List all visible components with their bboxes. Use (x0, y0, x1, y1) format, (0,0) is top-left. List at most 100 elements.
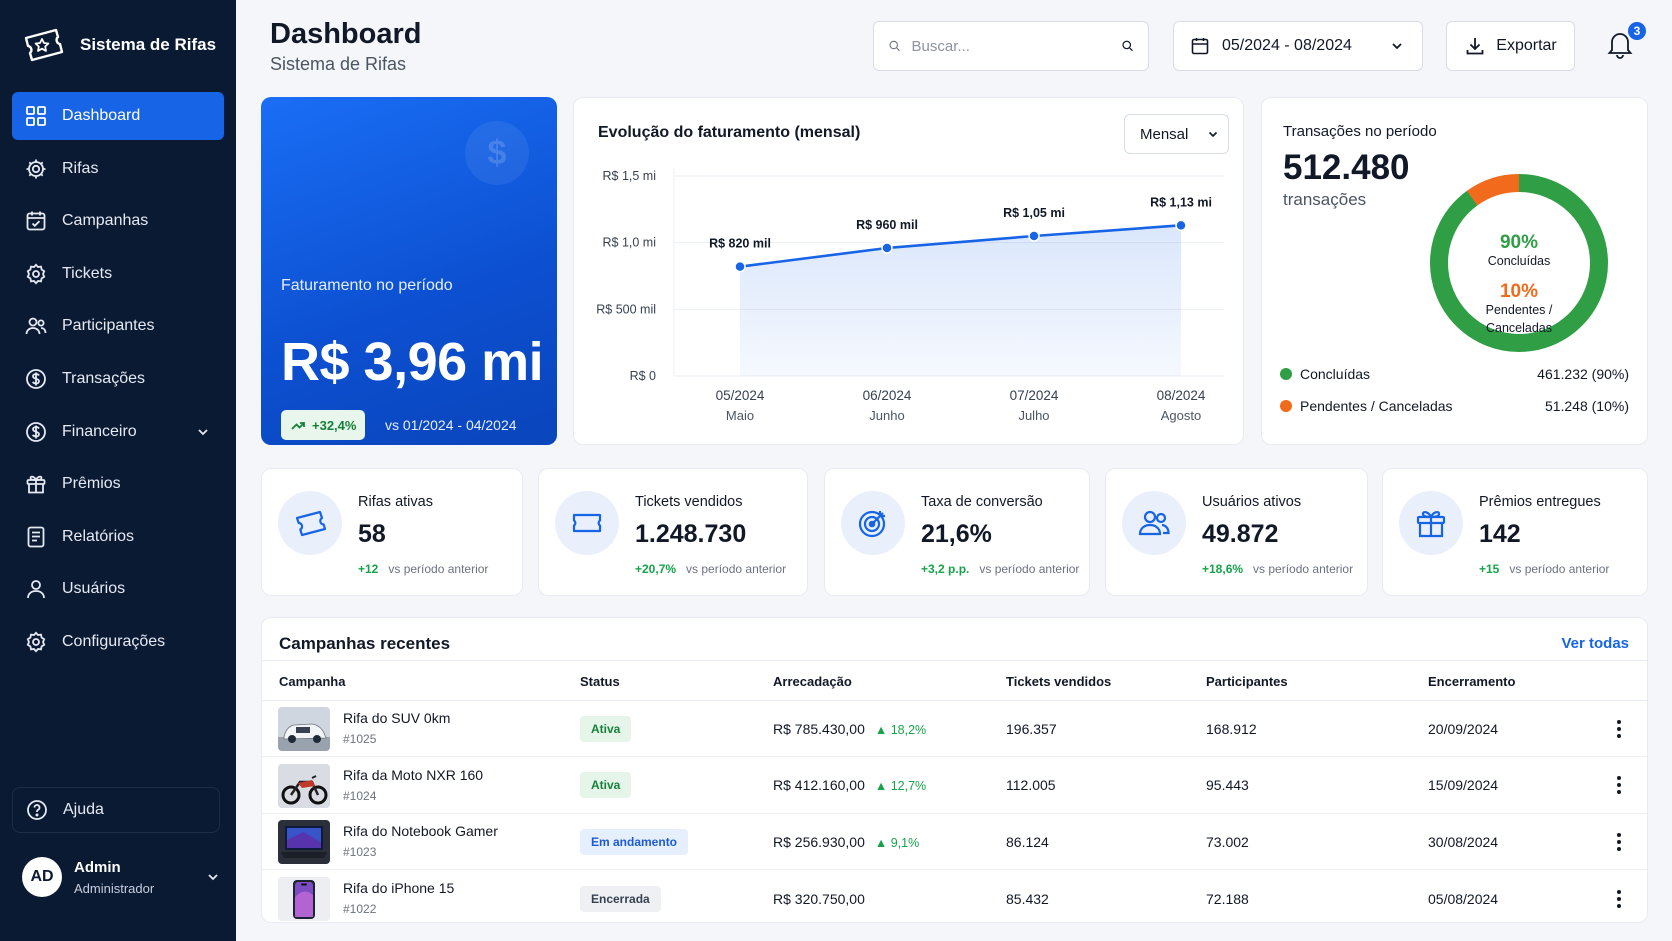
revenue-chart: R$ 0 R$ 500 mil R$ 1,0 mi R$ 1,5 mi R$ 820 m… (596, 168, 1224, 423)
column-header[interactable]: Status (580, 674, 620, 689)
users-icon (25, 317, 47, 335)
table-row[interactable]: Rifa do SUV 0km #1025 Ativa R$ 785.430,00 ▲ … (262, 701, 1647, 757)
sidebar-item-participantes[interactable]: Participantes (12, 302, 224, 350)
search-icon[interactable] (1121, 36, 1135, 56)
document-icon (27, 526, 45, 548)
campaign-name[interactable]: Rifa do SUV 0km (343, 710, 451, 726)
table-row[interactable]: Rifa do Notebook Gamer #1023 Em andamento R… (262, 814, 1647, 870)
series-area (740, 225, 1181, 376)
more-options-icon[interactable] (1610, 718, 1628, 740)
kpi-label: Taxa de conversão (921, 494, 1043, 510)
column-header[interactable]: Campanha (279, 674, 346, 689)
column-header[interactable]: Arrecadação (773, 674, 852, 689)
end-date-cell: 20/09/2024 (1428, 720, 1499, 737)
column-header[interactable]: Participantes (1206, 674, 1288, 689)
transactions-donut-chart: 90% Concluídas 10% Pendentes / Cancelada… (1430, 174, 1608, 352)
legend-label: Concluídas (1300, 366, 1371, 382)
legend-item-completed: Concluídas 461.232 (90%) (1280, 366, 1629, 382)
table-title: Campanhas recentes (279, 634, 451, 653)
y-tick-label: R$ 0 (630, 369, 656, 383)
campaign-name[interactable]: Rifa da Moto NXR 160 (343, 766, 484, 783)
campaign-name[interactable]: Rifa do iPhone 15 (343, 879, 455, 896)
donut-slice-completed (1430, 174, 1608, 352)
user-role: Administrador (74, 880, 155, 896)
kpi-label: Tickets vendidos (635, 494, 743, 510)
brand[interactable]: Sistema de Rifas (20, 26, 216, 64)
campaign-thumbnail (278, 876, 330, 921)
kpi-value: 21,6% (921, 520, 992, 548)
kpi-footer: +12 vs período anterior (358, 562, 488, 576)
y-tick-label: R$ 1,5 mi (603, 169, 657, 183)
sidebar-item-relatorios[interactable]: Relatórios (12, 513, 224, 561)
sidebar-item-usuarios[interactable]: Usuários (12, 565, 224, 613)
x-tick-sublabel: Junho (869, 408, 904, 423)
kpi-icon-wrap (278, 491, 342, 555)
chevron-down-icon[interactable] (194, 423, 212, 441)
more-options-icon[interactable] (1610, 774, 1628, 796)
sidebar-item-dashboard[interactable]: Dashboard (12, 92, 224, 140)
sidebar-item-campanhas[interactable]: Campanhas (12, 197, 224, 245)
kpi-delta: +15 (1479, 562, 1500, 576)
help-button[interactable]: Ajuda (12, 787, 220, 833)
dollar-circle-icon (26, 421, 46, 442)
campaign-name[interactable]: Rifa do Notebook Gamer (343, 823, 498, 839)
transactions-title: Transações no período (1283, 123, 1437, 140)
revenue-chart-card: R$ 0 R$ 500 mil R$ 1,0 mi R$ 1,5 mi R$ 820 m… (573, 97, 1244, 445)
target-icon (858, 510, 886, 538)
status-badge: Encerrada (580, 885, 661, 912)
kpi-value: 142 (1479, 520, 1521, 548)
data-label: R$ 1,05 mi (1003, 206, 1065, 220)
gear-icon (26, 263, 46, 285)
kpi-label: Rifas ativas (358, 494, 433, 510)
column-header[interactable]: Encerramento (1428, 674, 1516, 689)
data-point (881, 242, 893, 254)
kpi-compare: vs período anterior (1509, 562, 1610, 576)
user-name: Admin (74, 858, 121, 876)
legend-dot (1280, 400, 1292, 412)
more-options-icon[interactable] (1610, 888, 1628, 910)
sidebar-item-financeiro[interactable]: Financeiro (12, 408, 224, 456)
more-options-icon[interactable] (1610, 831, 1628, 853)
search-input[interactable] (911, 37, 1111, 55)
user-menu[interactable]: AD Admin Administrador (22, 852, 222, 902)
sidebar-item-tickets[interactable]: Tickets (12, 250, 224, 298)
amount-cell: R$ 412.160,00 ▲ 12,7% (773, 777, 926, 793)
sidebar-item-label: Dashboard (62, 107, 141, 124)
see-all-link[interactable]: Ver todas (1561, 635, 1629, 652)
tickets-cell: 112.005 (1006, 777, 1056, 793)
period-select[interactable]: Mensal (1124, 114, 1229, 154)
export-button[interactable]: Exportar (1446, 21, 1575, 71)
kpi-card-prizes-delivered: Prêmios entregues 142 +15 vs período ant… (1382, 468, 1648, 596)
chevron-down-icon[interactable] (204, 868, 222, 886)
column-header[interactable]: Tickets vendidos (1006, 674, 1112, 689)
ticket-star-icon (24, 28, 64, 62)
user-icon (27, 580, 45, 599)
notifications-button[interactable] (1605, 28, 1637, 64)
revenue-value: R$ 3,96 mi (281, 332, 544, 392)
bell-icon (1607, 33, 1633, 59)
brand-name: Sistema de Rifas (80, 35, 217, 54)
kpi-delta: +12 (358, 562, 379, 576)
campaign-thumbnail (278, 763, 330, 808)
dollar-circle-icon (26, 369, 46, 389)
kpi-footer: +15 vs período anterior (1479, 562, 1609, 576)
table-row[interactable]: Rifa da Moto NXR 160 #1024 Ativa R$ 412.160… (262, 758, 1647, 814)
kpi-icon-wrap (841, 491, 905, 555)
sidebar-item-premios[interactable]: Prêmios (12, 460, 224, 508)
tickets-cell: 86.124 (1006, 833, 1049, 850)
data-point (1175, 219, 1187, 232)
kpi-value: 58 (358, 520, 386, 548)
tickets-cell: 85.432 (1006, 890, 1049, 907)
date-range-picker[interactable]: 05/2024 - 08/2024 (1173, 21, 1423, 71)
kpi-compare: vs período anterior (686, 562, 787, 576)
x-tick-label: 08/2024 (1157, 388, 1206, 403)
growth-indicator: ▲ 12,7% (874, 779, 927, 793)
legend-value: 51.248 (10%) (1544, 398, 1629, 414)
participants-cell: 95.443 (1206, 777, 1249, 793)
table-row[interactable]: Rifa do iPhone 15 #1022 Encerrada R$ 320.75… (262, 871, 1647, 927)
sidebar-item-transacoes[interactable]: Transações (12, 355, 224, 403)
sidebar-item-rifas[interactable]: Rifas (12, 145, 224, 193)
kpi-icon-wrap (555, 491, 619, 555)
export-label: Exportar (1496, 37, 1557, 54)
sidebar-item-configuracoes[interactable]: Configurações (12, 618, 224, 666)
